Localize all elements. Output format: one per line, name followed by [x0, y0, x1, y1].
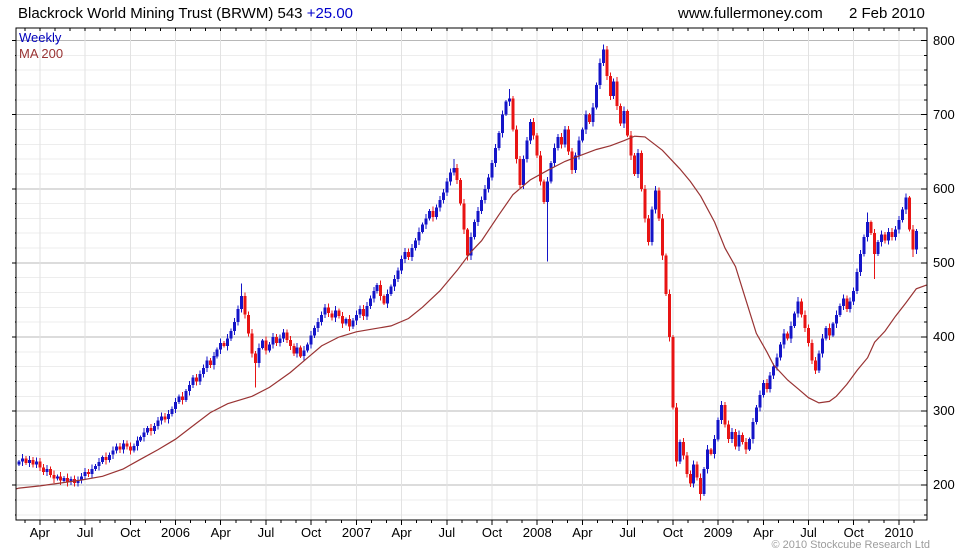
legend-ma-200: MA 200: [19, 46, 64, 61]
copyright-notice: © 2010 Stockcube Research Ltd: [771, 539, 930, 551]
x-axis-label: Apr: [210, 525, 231, 540]
y-axis-label: 200: [933, 477, 955, 493]
plot-frame: [15, 27, 928, 521]
site-watermark: www.fullermoney.com: [678, 5, 823, 22]
x-axis-label: Oct: [301, 525, 322, 540]
plot-background: [16, 28, 927, 520]
ma-200-line: [15, 135, 927, 490]
price-change: +25.00: [306, 5, 353, 22]
x-axis-label: 2007: [341, 525, 371, 540]
x-axis-label: Jul: [800, 525, 817, 540]
x-axis-label: Jul: [257, 525, 275, 540]
x-axis-label: Apr: [572, 525, 593, 540]
page-title: Blackrock World Mining Trust (BRWM) 543 …: [18, 5, 353, 22]
y-axis-label: 400: [933, 328, 955, 344]
x-axis-label: Jul: [438, 525, 456, 540]
x-axis-label: Oct: [481, 525, 503, 540]
chart-date: 2 Feb 2010: [849, 5, 925, 22]
x-axis-label: Jul: [619, 525, 636, 540]
y-axis-label: 700: [933, 106, 955, 122]
x-axis-label: Oct: [662, 525, 683, 540]
candlesticks: [17, 44, 918, 501]
axis-ticks: [12, 28, 927, 525]
x-axis-label: 2010: [884, 525, 914, 540]
x-axis-label: 2009: [703, 525, 733, 540]
x-axis-label: Oct: [120, 525, 141, 540]
x-axis-label: 2006: [161, 525, 190, 540]
y-axis-label: 600: [933, 180, 955, 196]
instrument-title: Blackrock World Mining Trust (BRWM) 543: [18, 5, 303, 22]
legend-weekly: Weekly: [19, 30, 62, 45]
y-axis-label: 300: [933, 403, 955, 419]
y-axis-label: 800: [933, 32, 955, 48]
y-axis-label: 500: [933, 254, 955, 270]
x-axis-label: Apr: [753, 525, 774, 540]
x-axis-label: Apr: [29, 525, 50, 540]
gridlines: [16, 28, 927, 520]
x-axis-label: Apr: [391, 525, 412, 540]
x-axis-label: Jul: [76, 525, 94, 540]
x-axis-label: Oct: [843, 525, 864, 540]
x-axis-label: 2008: [522, 525, 552, 540]
